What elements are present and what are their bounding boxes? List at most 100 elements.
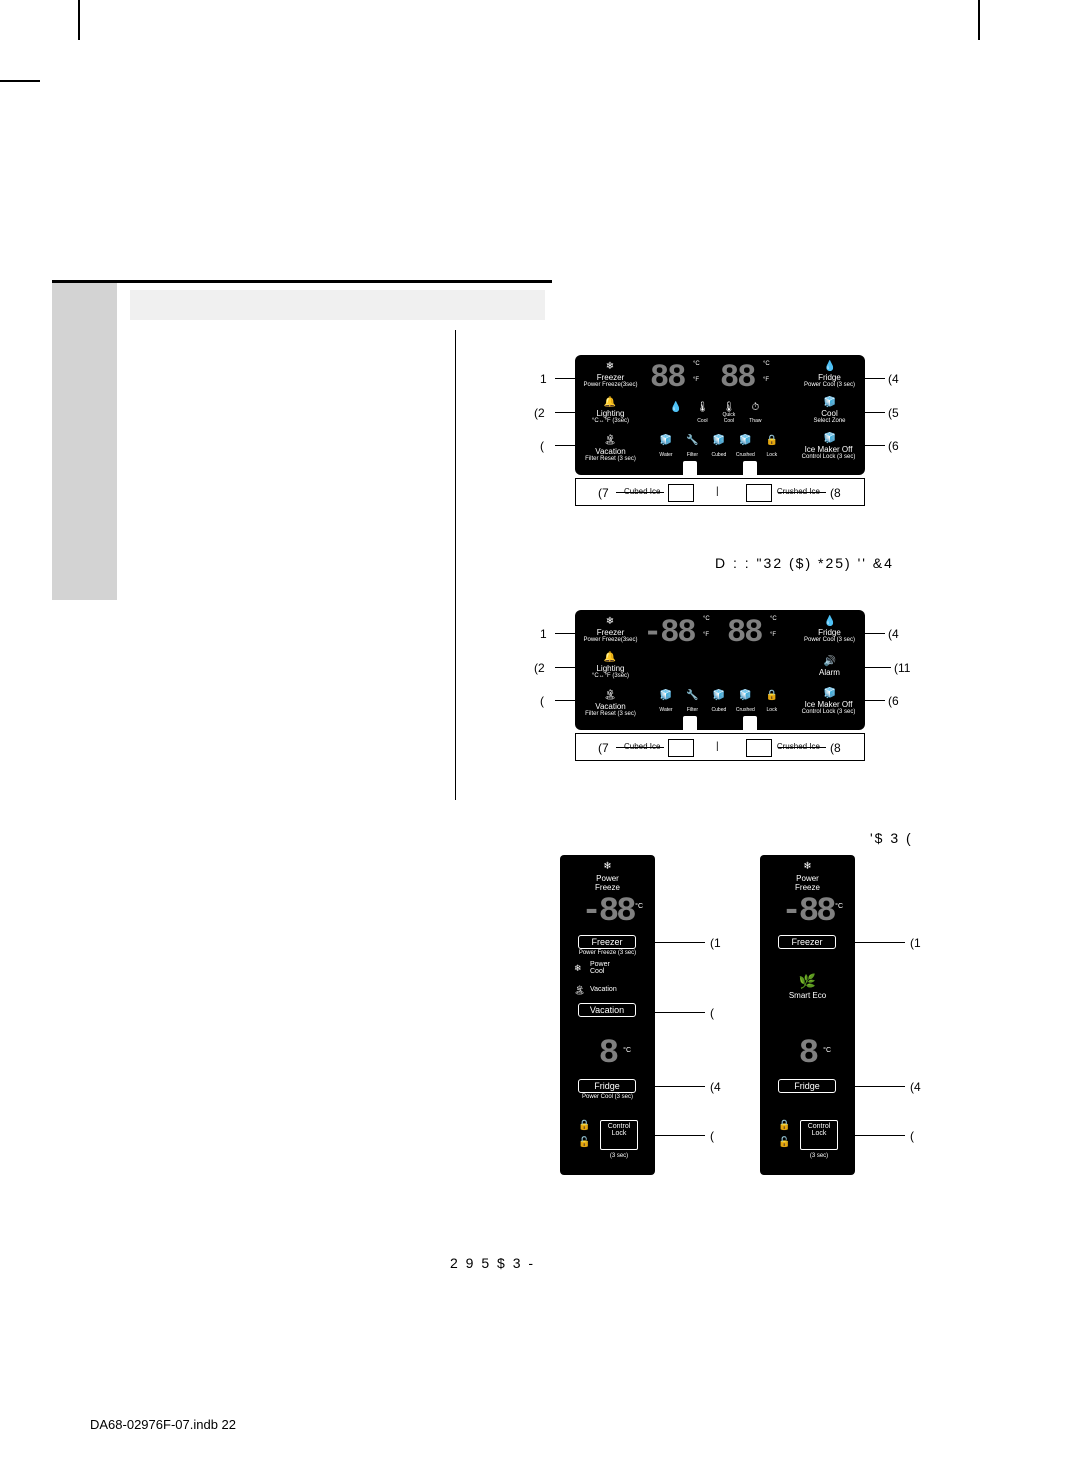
callout-line — [863, 633, 885, 634]
freezer-sub: Power Freeze(3sec) — [583, 637, 638, 643]
temp-right: 88 — [727, 614, 761, 651]
mode-cap: Filter — [681, 707, 703, 713]
divider: | — [716, 741, 719, 752]
snowflake-icon: ❄ — [595, 361, 625, 372]
icemaker-label: Ice Maker Off — [796, 445, 861, 454]
vacation-sub: Filter Reset (3 sec) — [583, 711, 638, 717]
control-lock-label[interactable]: Control Lock — [600, 1120, 638, 1150]
deg-c: °C — [763, 361, 770, 367]
display-panel-b: ❄ Freezer Power Freeze(3sec) 🔔 Lighting … — [575, 610, 865, 730]
callout-line — [855, 942, 905, 943]
icemaker-icon: 🧊 — [815, 433, 845, 444]
power-cool-label: Power Cool — [590, 961, 610, 975]
fridge-sub: Power Cool (3 sec) — [560, 1094, 655, 1100]
temp-freezer: -88 — [760, 893, 855, 931]
alarm-label: Alarm — [802, 668, 857, 677]
callout-num: (6 — [888, 439, 899, 453]
lighting-sub: °C↔°F (3sec) — [583, 418, 638, 424]
callout-num: (1 — [910, 936, 921, 950]
lock-closed-icon: 🔒 — [578, 1120, 590, 1131]
callout-num: (11 — [894, 661, 910, 675]
deg-c: °C — [635, 903, 643, 910]
callout-line — [655, 942, 705, 943]
vacation-icon: 🏝 — [595, 435, 625, 446]
freezer-button[interactable]: Freezer — [578, 935, 636, 949]
freezer-sub: Power Freeze (3 sec) — [560, 950, 655, 956]
crushed-paddle[interactable] — [746, 484, 772, 502]
mode-cap: Crushed — [734, 707, 756, 713]
cropmark — [78, 0, 80, 40]
callout-num: ( — [540, 439, 544, 453]
vacation-label: Vacation — [583, 447, 638, 456]
fridge-button[interactable]: Fridge — [778, 1079, 836, 1093]
lock-sub: (3 sec) — [800, 1153, 838, 1159]
power-freeze-label: Power Freeze — [560, 874, 655, 892]
lighting-sub: °C↔°F (3sec) — [583, 673, 638, 679]
callout-num: (6 — [888, 694, 899, 708]
mid-cap: Cool — [691, 418, 713, 424]
snowflake-icon: ❄ — [760, 861, 855, 872]
cropmark — [0, 80, 40, 82]
callout-num: (8 — [830, 741, 841, 755]
callout-num: (4 — [888, 627, 899, 641]
callout-line — [855, 1086, 905, 1087]
callout-line — [863, 378, 885, 379]
temp-left: 88 — [650, 359, 684, 396]
lock-open-icon: 🔓 — [578, 1137, 590, 1148]
deg-c: °C — [770, 616, 777, 622]
callout-num: (4 — [910, 1080, 921, 1094]
callout-line — [616, 747, 664, 748]
vacation-icon: 🏝 — [595, 690, 625, 701]
mid-cap-row: Cool Quick Cool Thaw — [665, 409, 766, 427]
fridge-label: Fridge — [802, 628, 857, 637]
callout-line — [655, 1012, 705, 1013]
callout-num: (7 — [598, 741, 609, 755]
cubed-paddle[interactable] — [668, 739, 694, 757]
callout-line — [555, 633, 577, 634]
vacation-sub: Filter Reset (3 sec) — [583, 456, 638, 462]
deg-f: °F — [770, 632, 776, 638]
mode-cap: Crushed — [734, 452, 756, 458]
lock-closed-icon: 🔒 — [778, 1120, 790, 1131]
mode-cap-row: Water Filter Cubed Crushed Lock — [655, 698, 783, 716]
callout-line — [555, 667, 577, 668]
callout-line — [863, 700, 885, 701]
callout-num: (4 — [888, 372, 899, 386]
lock-open-icon: 🔓 — [778, 1137, 790, 1148]
drop-icon: 💧 — [815, 361, 845, 372]
caption-a: D : : "32 ($) *25) '' &4 — [715, 555, 894, 571]
callout-line — [555, 412, 577, 413]
fridge-button[interactable]: Fridge — [578, 1079, 636, 1093]
deg-f: °F — [693, 377, 699, 383]
page: ❄ Freezer Power Freeze(3sec) 🔔 Lighting … — [0, 0, 1080, 1472]
deg-f: °F — [703, 632, 709, 638]
temp-right: 88 — [720, 359, 754, 396]
crushed-paddle[interactable] — [746, 739, 772, 757]
smart-eco-label: Smart Eco — [760, 991, 855, 1000]
callout-num: (2 — [534, 406, 545, 420]
mode-cap: Lock — [761, 707, 783, 713]
vacation-button[interactable]: Vacation — [578, 1003, 636, 1017]
cubed-paddle[interactable] — [668, 484, 694, 502]
callout-num: ( — [710, 1006, 714, 1020]
icemaker-icon: 🧊 — [815, 688, 845, 699]
callout-num: (4 — [710, 1080, 721, 1094]
power-freeze-label: Power Freeze — [760, 874, 855, 892]
fridge-sub: Power Cool (3 sec) — [802, 382, 857, 388]
vacation-label: Vacation — [583, 702, 638, 711]
mode-cap: Cubed — [708, 707, 730, 713]
vacation-label: Vacation — [590, 986, 617, 993]
control-lock-label[interactable]: Control Lock — [800, 1120, 838, 1150]
callout-num: (8 — [830, 486, 841, 500]
coolzone-sub: Select Zone — [802, 418, 857, 424]
freezer-button[interactable]: Freezer — [778, 935, 836, 949]
freezer-label: Freezer — [583, 373, 638, 382]
eco-icon: 🌿 — [760, 973, 855, 990]
callout-line — [555, 700, 577, 701]
callout-num: ( — [910, 1129, 914, 1143]
caption-c: '$ 3 ( — [870, 830, 913, 846]
callout-line — [616, 492, 664, 493]
freezer-label: Freezer — [583, 628, 638, 637]
coolzone-icon: 🧊 — [815, 397, 845, 408]
alarm-icon: 🔊 — [815, 656, 845, 667]
